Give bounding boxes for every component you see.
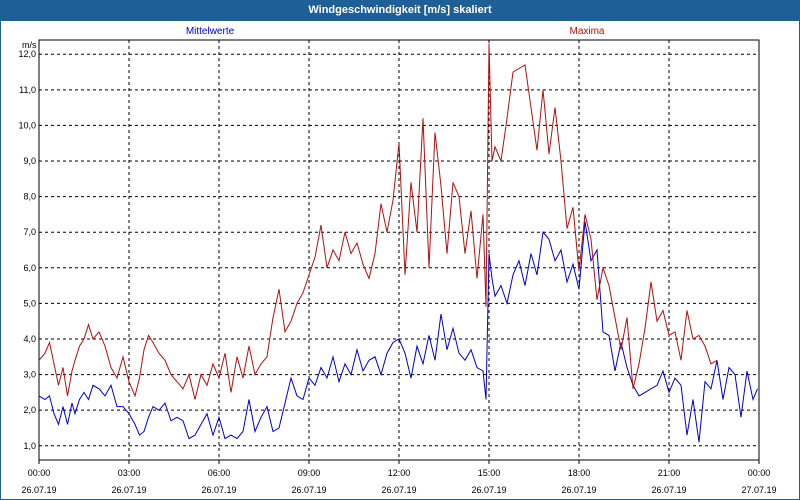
y-tick-label: 11,0 xyxy=(19,85,36,95)
x-tick-time-label: 15:00 xyxy=(478,468,501,478)
y-axis-ticks: 1,0 2,0 3,0 4,0 5,0 6,0 7,0 8,0 9,0 10,0 11,0 12,0 xyxy=(18,49,36,451)
y-tick-label: 4,0 xyxy=(23,334,36,344)
x-tick-date-label: 26.07.19 xyxy=(561,485,596,495)
y-axis-unit-label: m/s xyxy=(22,40,37,50)
x-tick-time-label: 06:00 xyxy=(208,468,231,478)
x-tick-time-label: 18:00 xyxy=(568,468,591,478)
series-line-maxima xyxy=(38,43,718,400)
x-tick-date-label: 26.07.19 xyxy=(201,485,236,495)
x-tick-time-label: 00:00 xyxy=(748,468,771,478)
x-tick-time-label: 12:00 xyxy=(388,468,411,478)
y-tick-label: 12,0 xyxy=(18,49,36,59)
y-tick-label: 1,0 xyxy=(23,441,36,451)
y-tick-label: 3,0 xyxy=(23,370,36,380)
y-tick-label: 2,0 xyxy=(23,405,36,415)
y-tick-label: 9,0 xyxy=(23,156,36,166)
window-title: Windgeschwindigkeit [m/s] skaliert xyxy=(0,0,800,20)
legend-mittelwerte: Mittelwerte xyxy=(186,26,235,37)
x-tick-time-label: 03:00 xyxy=(118,468,141,478)
x-tick-time-label: 00:00 xyxy=(28,468,51,478)
x-tick-date-label: 26.07.19 xyxy=(471,485,506,495)
x-tick-date-label: 26.07.19 xyxy=(651,485,686,495)
y-tick-label: 10,0 xyxy=(18,120,36,130)
x-tick-time-label: 21:00 xyxy=(658,468,681,478)
y-tick-label: 8,0 xyxy=(23,192,36,202)
y-tick-label: 7,0 xyxy=(23,227,36,237)
x-tick-date-label: 26.07.19 xyxy=(21,485,56,495)
x-tick-time-label: 09:00 xyxy=(298,468,321,478)
x-axis-ticks: 00:00 26.07.19 03:00 26.07.19 06:00 26.07.19 0… xyxy=(21,460,777,495)
x-tick-date-label: 26.07.19 xyxy=(291,485,326,495)
y-tick-label: 5,0 xyxy=(23,298,36,308)
series-lines xyxy=(38,43,758,443)
grid-lines xyxy=(39,40,759,460)
y-tick-label: 6,0 xyxy=(23,263,36,273)
x-tick-date-label: 27.07.19 xyxy=(741,485,776,495)
x-tick-date-label: 26.07.19 xyxy=(381,485,416,495)
x-tick-date-label: 26.07.19 xyxy=(111,485,146,495)
legend-maxima: Maxima xyxy=(569,26,604,37)
